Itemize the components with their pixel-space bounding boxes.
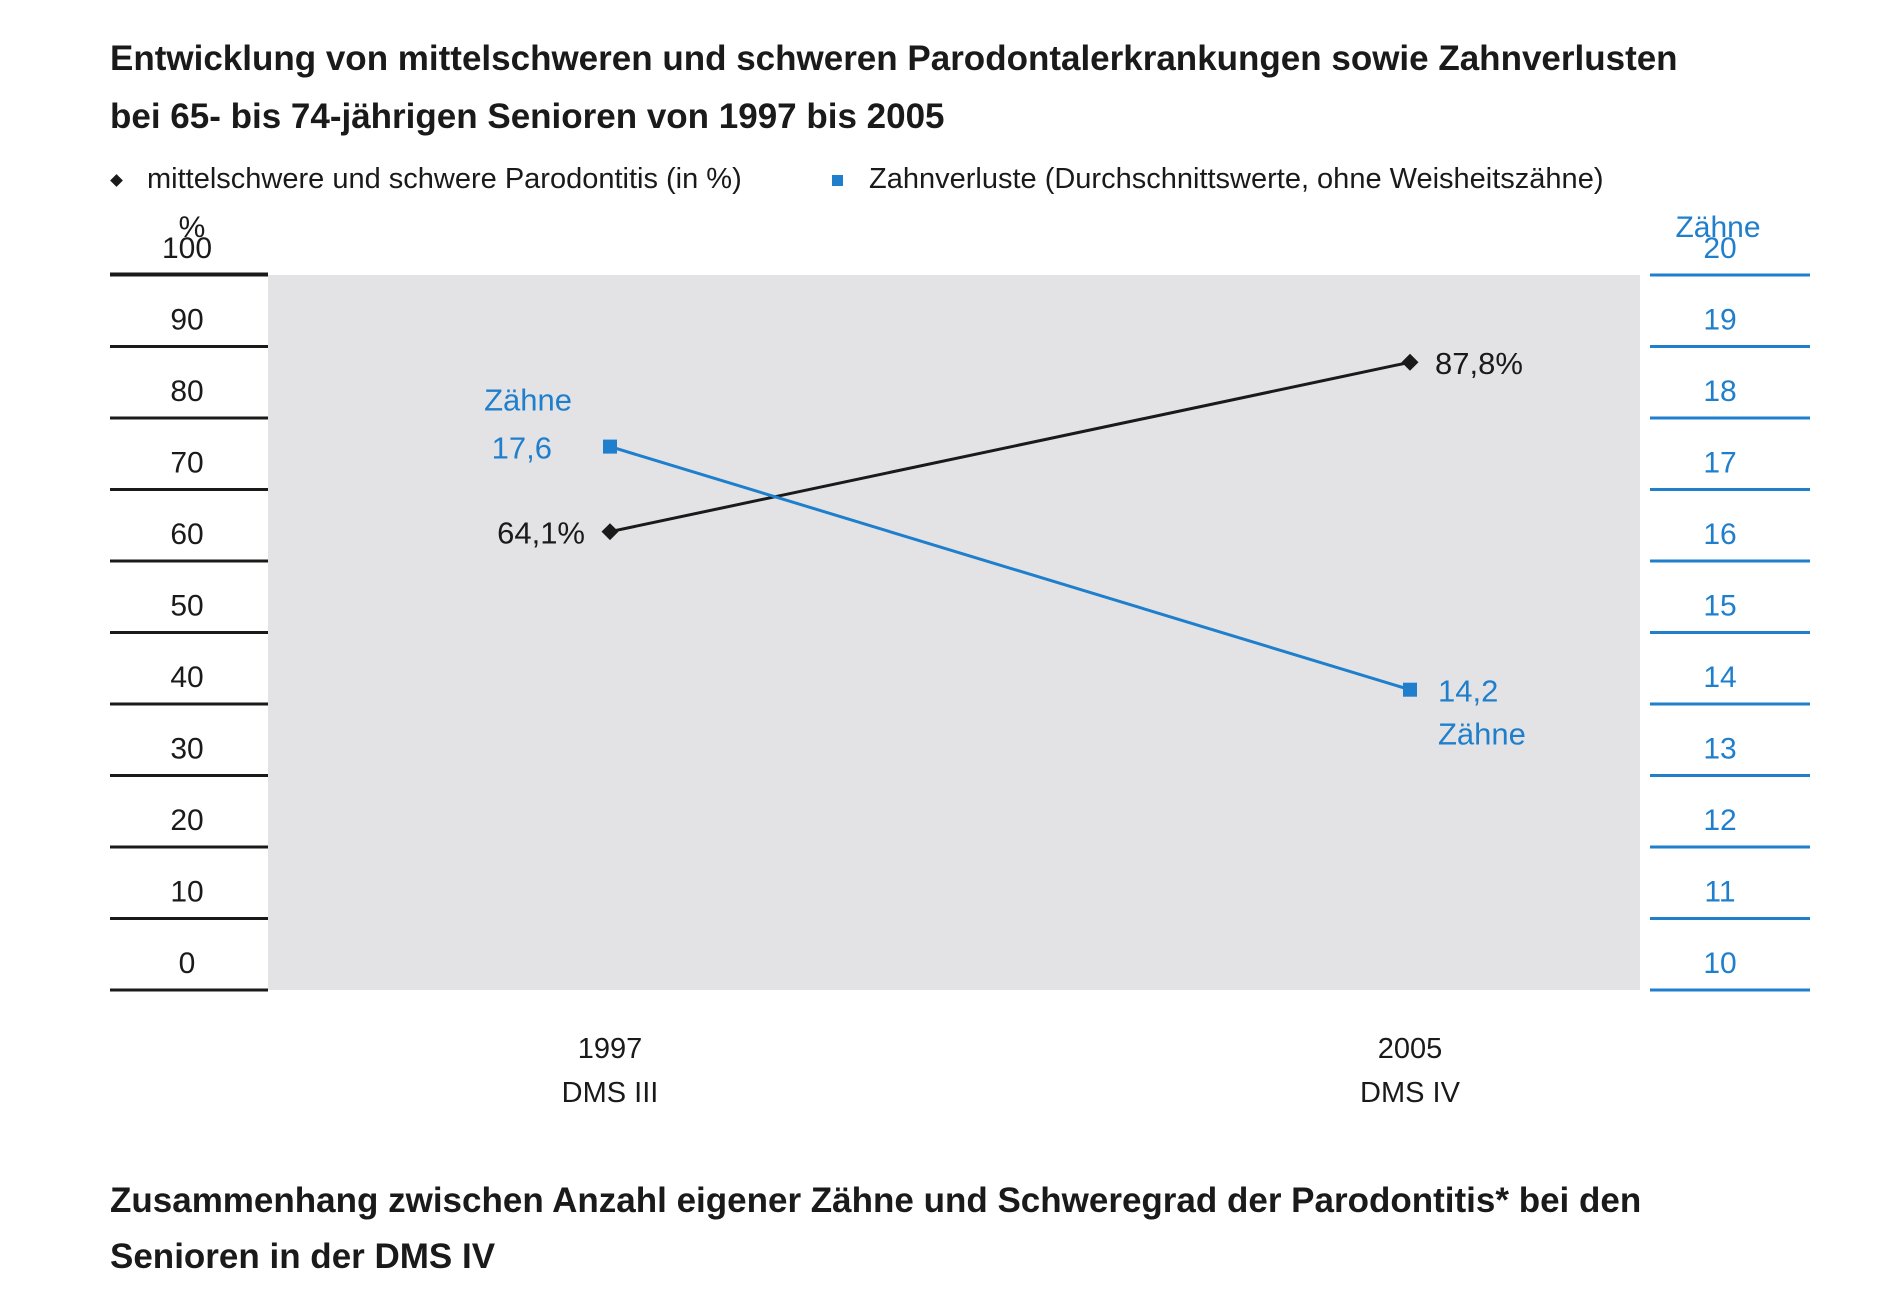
right-tick-label: 12 bbox=[1703, 804, 1736, 837]
next-section-title-line-1: Zusammenhang zwischen Anzahl eigener Zäh… bbox=[110, 1181, 1642, 1220]
x-tick-label-year: 2005 bbox=[1378, 1033, 1443, 1065]
legend-label-zahnverluste: Zahnverluste (Durchschnittswerte, ohne W… bbox=[869, 163, 1604, 195]
left-tick-label: 100 bbox=[162, 232, 212, 265]
right-axis-label: Zähne bbox=[1675, 211, 1760, 244]
data-label-zahnverluste-1997-value: 17,6 bbox=[492, 431, 552, 466]
plot-area bbox=[268, 275, 1640, 990]
left-tick-label: 90 bbox=[170, 304, 203, 337]
next-section-title-line-2: Senioren in der DMS IV bbox=[110, 1237, 496, 1276]
left-tick-label: 80 bbox=[170, 375, 203, 408]
right-tick-label: 15 bbox=[1703, 590, 1736, 623]
data-label-zahnverluste-2005-unit: Zähne bbox=[1438, 717, 1526, 752]
left-tick-label: 40 bbox=[170, 661, 203, 694]
data-label-zahnverluste-2005-value: 14,2 bbox=[1438, 674, 1498, 709]
right-tick-label: 11 bbox=[1704, 876, 1735, 909]
right-tick-label: 19 bbox=[1703, 304, 1736, 337]
right-tick-label: 10 bbox=[1703, 947, 1736, 980]
left-tick-label: 10 bbox=[170, 876, 203, 909]
series-parodontitis-point bbox=[601, 523, 619, 541]
chart-title-line-1: Entwicklung von mittelschweren und schwe… bbox=[110, 39, 1678, 78]
right-tick-label: 16 bbox=[1703, 518, 1736, 551]
left-tick-label: 20 bbox=[170, 804, 203, 837]
left-tick-label: 60 bbox=[170, 518, 203, 551]
line-chart: %1009080706050403020100Zähne201918171615… bbox=[110, 211, 1810, 1109]
right-tick-label: 13 bbox=[1703, 733, 1736, 766]
right-tick-label: 14 bbox=[1703, 661, 1736, 694]
left-axis-label: % bbox=[179, 211, 206, 244]
right-tick-label: 20 bbox=[1703, 232, 1736, 265]
legend-item-parodontitis: mittelschwere und schwere Parodontitis (… bbox=[110, 163, 742, 196]
right-tick-label: 17 bbox=[1703, 447, 1736, 480]
legend-label-parodontitis: mittelschwere und schwere Parodontitis (… bbox=[147, 163, 742, 195]
left-tick-label: 30 bbox=[170, 733, 203, 766]
x-tick-label-survey: DMS IV bbox=[1360, 1077, 1461, 1109]
data-label-zahnverluste-1997-unit: Zähne bbox=[484, 383, 572, 418]
series-zahnverluste-line bbox=[609, 445, 1411, 692]
x-tick-label-survey: DMS III bbox=[562, 1077, 659, 1109]
data-label-parodontitis-2005: 87,8% bbox=[1435, 346, 1523, 381]
series-parodontitis-line bbox=[609, 360, 1411, 534]
square-marker-icon bbox=[832, 174, 843, 186]
series-zahnverluste-point bbox=[1403, 682, 1417, 697]
legend-item-zahnverluste: Zahnverluste (Durchschnittswerte, ohne W… bbox=[832, 163, 1603, 196]
left-tick-label: 0 bbox=[179, 947, 196, 980]
x-tick-label-year: 1997 bbox=[578, 1033, 643, 1065]
series-zahnverluste-point bbox=[603, 439, 617, 454]
left-tick-label: 50 bbox=[170, 590, 203, 623]
left-tick-label: 70 bbox=[170, 447, 203, 480]
chart-title-line-2: bei 65- bis 74-jährigen Senioren von 199… bbox=[110, 97, 945, 136]
data-label-parodontitis-1997: 64,1% bbox=[497, 516, 585, 551]
right-tick-label: 18 bbox=[1703, 375, 1736, 408]
